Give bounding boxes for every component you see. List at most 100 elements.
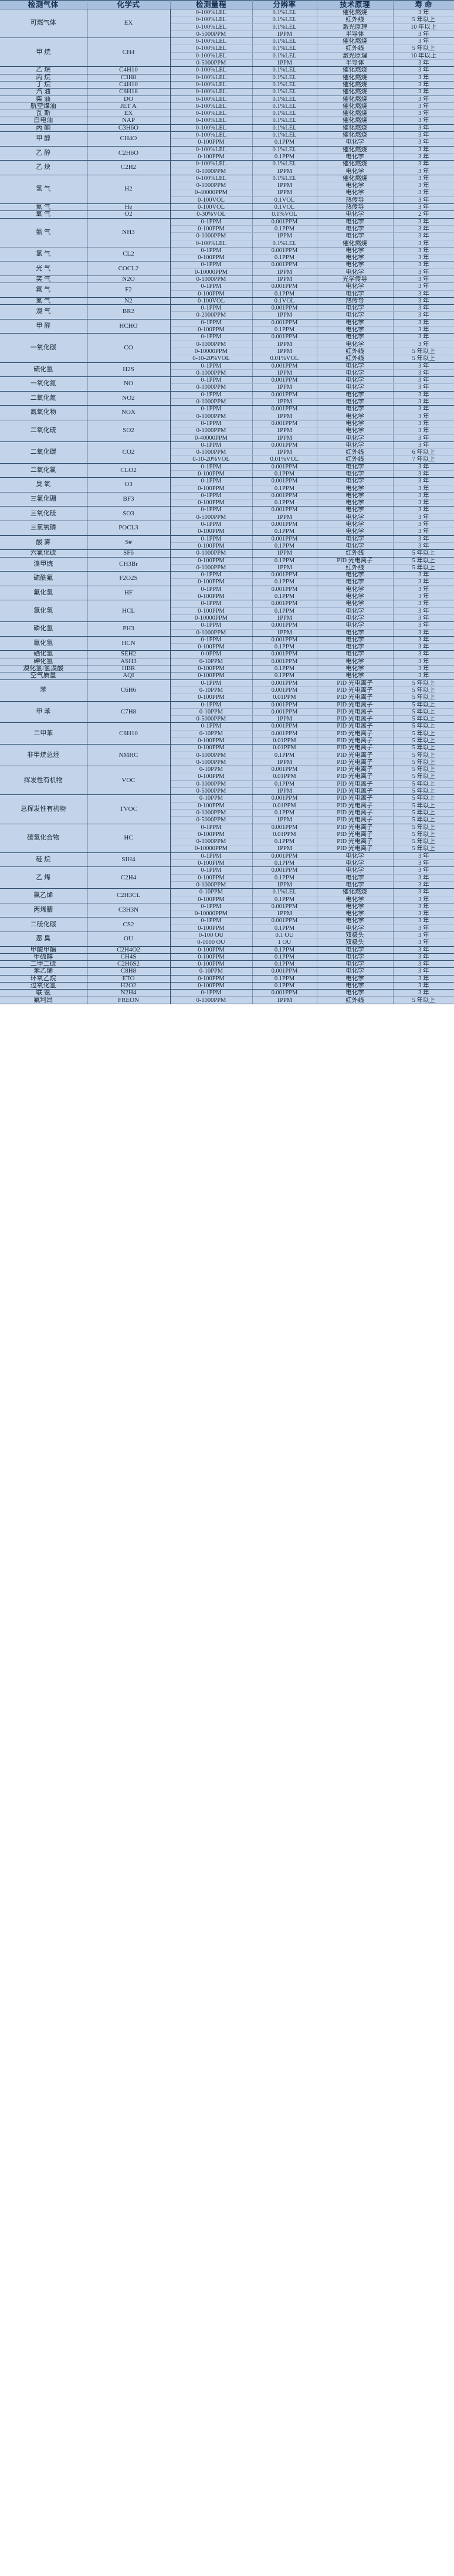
cell-technology: 催化燃烧 [317,96,394,103]
cell-range: 0-100%LEL [170,146,253,154]
cell-gas-name: 溴甲烷 [0,557,87,572]
cell-lifetime: 3 年 [393,311,454,320]
cell-technology: 电化学 [317,413,394,420]
cell-resolution: 1PPM [252,369,317,378]
cell-lifetime: 3 年 [393,881,454,889]
cell-resolution: 0.001PPM [252,636,317,644]
cell-technology: 电化学 [317,463,394,471]
cell-resolution: 1PPM [252,564,317,572]
cell-range: 0-100PPM [170,542,253,550]
table-row: 0-100PPM 0.01PPM PID 光电离子 5 年以上 [0,773,454,781]
cell-range: 0-1PPM [170,319,253,327]
gas-detection-table: 检测气体 化学式 检测量程 分辨率 技术原理 寿 命 可燃气体 EX 0-100%L… [0,0,454,1004]
cell-lifetime: 10 年以上 [393,52,454,60]
table-row: 航空煤油 JET A 0-100%LEL 0.1%LEL 催化燃烧 3 年 [0,103,454,111]
cell-lifetime: 3 年 [393,398,454,406]
cell-lifetime: 3 年 [393,607,454,615]
cell-technology: 红外线 [317,16,394,24]
cell-formula: C6H6 [87,679,171,702]
cell-resolution: 0.01PPM [252,737,317,745]
cell-lifetime: 3 年 [393,650,454,658]
cell-formula: CS2 [87,917,171,932]
cell-formula: NAP [87,117,171,125]
cell-formula: C2H4O2 [87,946,171,954]
cell-range: 0-1PPM [170,218,253,226]
cell-lifetime: 3 年 [393,932,454,940]
cell-lifetime: 5 年以上 [393,701,454,709]
cell-technology: 电化学 [317,225,394,233]
cell-technology: 红外线 [317,564,394,572]
cell-resolution: 1PPM [252,715,317,723]
table-row: 0-100PPM 0.01PPM PID 光电离子 5 年以上 [0,831,454,839]
cell-range: 0-40000PPM [170,189,253,197]
cell-technology: 电化学 [317,528,394,536]
cell-formula: OU [87,932,171,947]
cell-lifetime: 3 年 [393,189,454,197]
table-row: 氟利昂 FREON 0-1000PPM 1PPM 红外线 5 年以上 [0,997,454,1004]
cell-formula: S# [87,535,171,550]
cell-technology: 电化学 [317,391,394,399]
cell-range: 0-100%LEL [170,74,253,81]
cell-gas-name: 二氧化氮 [0,391,87,406]
cell-range: 0-1000PPM [170,182,253,190]
cell-range: 0-100%LEL [170,52,253,60]
cell-range: 0-1000PPM [170,383,253,392]
cell-lifetime: 6 年以上 [393,448,454,457]
cell-range: 0-1PPM [170,391,253,399]
table-row: 氦 气 He 0-100VOL 0.1VOL 热传导 3 年 [0,203,454,212]
cell-technology: 半导体 [317,59,394,67]
cell-resolution: 1PPM [252,269,317,276]
table-row: 溴 气 BR2 0-1PPM 0.001PPM 电化学 3 年 [0,304,454,320]
cell-resolution: 0.001PPM [252,586,317,594]
cell-technology: PID 光电离子 [317,759,394,767]
cell-gas-name: 六氟化硫 [0,549,87,558]
cell-range: 0-1PPM [170,441,253,450]
cell-formula: He [87,203,171,212]
cell-lifetime: 5 年以上 [393,549,454,558]
cell-technology: 电化学 [317,434,394,442]
cell-range: 0-1000PPM [170,997,253,1004]
header-lifetime: 寿 命 [393,0,454,9]
cell-resolution: 0.001PPM [252,679,317,687]
table-row: 0-100PPM 0.1PPM 电化学 3 年 [0,499,454,507]
cell-lifetime: 3 年 [393,9,454,17]
cell-resolution: 0.001PPM [252,866,317,875]
cell-gas-name: 总挥发性有机物 [0,794,87,824]
cell-technology: PID 光电离子 [317,730,394,738]
cell-gas-name: 磷化氢 [0,621,87,637]
cell-resolution: 0.1%LEL [252,9,317,17]
cell-lifetime: 3 年 [393,124,454,132]
cell-lifetime: 3 年 [393,182,454,190]
cell-resolution: 0.001PPM [252,824,317,831]
cell-gas-name: 氦 气 [0,203,87,212]
table-row: 过氧化氢 H2O2 0-100PPM 0.1PPM 电化学 3 年 [0,982,454,990]
cell-formula: CL2 [87,247,171,262]
cell-range: 0-1PPM [170,586,253,594]
cell-gas-name: 挥发性有机物 [0,766,87,796]
table-row: 甲 醇 CH4O 0-100%LEL 0.1%LEL 催化燃烧 3 年 [0,131,454,147]
cell-range: 0-1000 OU [170,939,253,947]
cell-technology: PID 光电离子 [317,694,394,702]
cell-resolution: 0.1%LEL [252,146,317,154]
cell-lifetime: 3 年 [393,81,454,89]
cell-technology: 电化学 [317,420,394,428]
cell-technology: 电化学 [317,600,394,608]
cell-lifetime: 3 年 [393,30,454,39]
table-row: 丙 酮 C3H6O 0-100%LEL 0.1%LEL 催化燃烧 3 年 [0,124,454,132]
cell-lifetime: 3 年 [393,175,454,183]
cell-resolution: 0.001PPM [252,521,317,529]
cell-technology: 电化学 [317,232,394,240]
cell-resolution: 0.001PPM [252,463,317,471]
cell-gas-name: 航空煤油 [0,103,87,111]
cell-range: 0-1000PPM [170,369,253,378]
cell-lifetime: 3 年 [393,138,454,147]
cell-lifetime: 5 年以上 [393,766,454,774]
cell-technology: 电化学 [317,975,394,983]
cell-formula: SEH2 [87,650,171,658]
cell-technology: 催化燃烧 [317,160,394,168]
cell-resolution: 0.1PPM [252,982,317,990]
table-row: 0-1000PPM 1PPM 电化学 3 年 [0,881,454,889]
cell-resolution: 0.001PPM [252,687,317,695]
cell-gas-name: 二甲二硫 [0,960,87,968]
cell-range: 0-100PPM [170,225,253,233]
